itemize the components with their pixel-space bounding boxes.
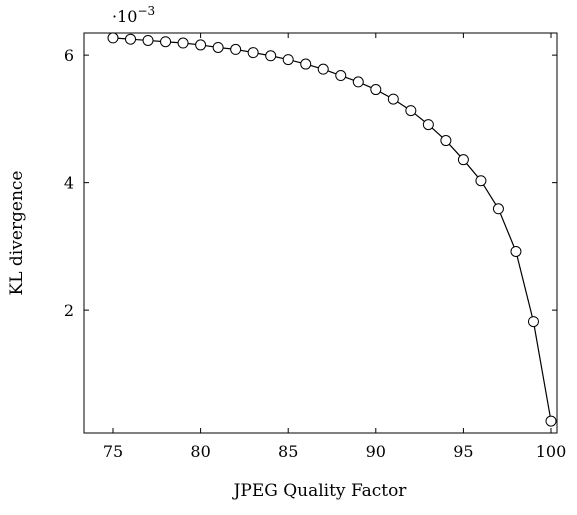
data-point-marker: [510, 245, 522, 257]
data-point-marker: [212, 41, 224, 53]
x-tick-label: 90: [366, 442, 386, 461]
data-point-marker: [475, 175, 487, 187]
data-point-marker: [142, 34, 154, 46]
x-tick-label: 85: [278, 442, 298, 461]
data-point-marker: [195, 39, 207, 51]
x-tick-label: 75: [103, 442, 123, 461]
ticks-layer: 75 80 85 90 95 100 2 4 6: [64, 33, 566, 461]
data-point-marker: [230, 43, 242, 55]
data-point-marker: [265, 50, 277, 62]
data-point-marker: [247, 47, 259, 59]
y-axis-label: KL divergence: [7, 171, 27, 296]
data-point-marker: [370, 84, 382, 96]
y-tick-label: 6: [64, 46, 74, 65]
data-point-marker: [317, 63, 329, 75]
y-scale-label: ·10−3: [112, 4, 155, 26]
data-point-marker: [422, 119, 434, 131]
data-point-marker: [527, 316, 539, 328]
data-point-marker: [440, 135, 452, 147]
data-point-marker: [160, 36, 172, 48]
data-point-marker: [177, 37, 189, 49]
x-axis-label: JPEG Quality Factor: [232, 481, 408, 501]
data-point-marker: [125, 33, 137, 45]
x-tick-label: 95: [453, 442, 473, 461]
data-point-marker: [107, 32, 119, 44]
data-point-marker: [335, 70, 347, 82]
data-point-marker: [545, 415, 557, 427]
x-tick-label: 80: [190, 442, 210, 461]
data-point-marker: [300, 58, 312, 70]
data-point-marker: [492, 203, 504, 215]
series-line: [112, 37, 552, 422]
y-tick-label: 2: [64, 301, 74, 320]
data-point-marker: [352, 76, 364, 88]
y-tick-label: 4: [64, 174, 74, 193]
x-tick-label: 100: [536, 442, 567, 461]
data-point-marker: [282, 54, 294, 66]
data-point-marker: [457, 154, 469, 166]
plot-area-frame: [83, 32, 558, 434]
series-layer: [107, 32, 557, 427]
data-point-marker: [387, 93, 399, 105]
data-point-marker: [405, 105, 417, 117]
